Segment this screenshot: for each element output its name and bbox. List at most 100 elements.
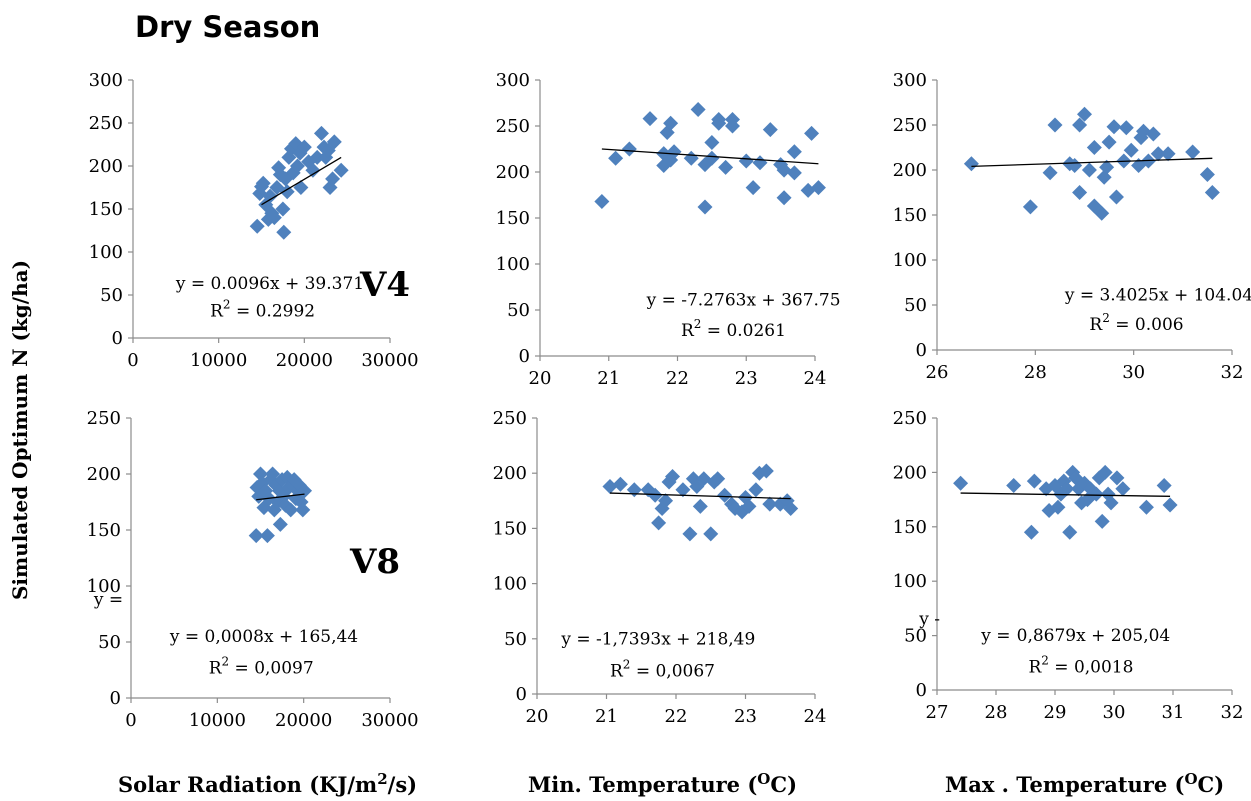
y-tick-label: 100 xyxy=(893,250,927,271)
y-tick-label: 300 xyxy=(893,70,927,91)
trend-annotation: R2 = 0.0261 xyxy=(681,317,786,341)
data-point xyxy=(1088,486,1104,502)
y-tick-label: 200 xyxy=(893,160,927,181)
trend-annotation: y = -7.2763x + 367.75 xyxy=(646,290,841,310)
data-point xyxy=(1081,162,1097,178)
data-point xyxy=(776,190,792,206)
data-point xyxy=(325,171,341,187)
data-point xyxy=(1023,524,1039,540)
x-tick-label: 31 xyxy=(1162,702,1185,723)
y-tick-label: 0 xyxy=(519,346,530,367)
data-point xyxy=(710,471,726,487)
x-axis-label-max-text: Max . Temperature ( xyxy=(945,772,1185,797)
x-tick-label: 24 xyxy=(804,706,827,727)
data-point xyxy=(1072,117,1088,133)
trend-annotation: R2 = 0.006 xyxy=(1089,311,1183,335)
data-point xyxy=(703,526,719,542)
data-point xyxy=(602,478,618,494)
data-point xyxy=(1094,513,1110,529)
x-axis-label-solar: Solar Radiation (KJ/m2/s) xyxy=(118,770,417,797)
data-point xyxy=(289,158,305,174)
y-tick-label: 150 xyxy=(893,205,927,226)
data-point xyxy=(697,199,713,215)
y-tick-label: 250 xyxy=(87,408,121,429)
data-point xyxy=(651,515,667,531)
data-point xyxy=(786,144,802,160)
data-point xyxy=(1022,199,1038,215)
x-axis-label-solar-tail: /s) xyxy=(387,772,418,797)
x-tick-label: 20 xyxy=(526,706,549,727)
y-tick-label: 100 xyxy=(493,574,527,595)
trend-annotation: R2 = 0,0097 xyxy=(209,654,314,678)
trend-annotation: y = 3.4025x + 104.04 xyxy=(1064,286,1251,306)
y-tick-label: 0 xyxy=(916,680,927,701)
data-point xyxy=(333,162,349,178)
x-tick-label: 26 xyxy=(926,362,949,383)
data-point xyxy=(1204,185,1220,200)
data-point xyxy=(690,101,706,117)
x-tick-label: 10000 xyxy=(190,350,247,371)
data-point xyxy=(1160,146,1176,162)
y-tick-label: 200 xyxy=(89,156,123,177)
x-axis-label-max-temp: Max . Temperature (OC) xyxy=(945,770,1224,797)
data-point xyxy=(248,528,264,544)
data-point xyxy=(675,482,691,498)
x-tick-label: 28 xyxy=(985,702,1008,723)
y-tick-label: 100 xyxy=(87,576,121,597)
trend-line xyxy=(261,156,342,206)
y-tick-label: 250 xyxy=(496,116,530,137)
y-tick-label: 250 xyxy=(893,115,927,136)
data-point xyxy=(1123,142,1139,158)
data-point xyxy=(1185,144,1201,160)
y-tick-label: 200 xyxy=(493,463,527,484)
y-tick-label: 150 xyxy=(89,199,123,220)
panel-v4-max: 0 50 100 150 200 250 300 26 28 30 32 y = 3.4025x + … xyxy=(893,70,1251,383)
data-point xyxy=(262,188,278,204)
data-point xyxy=(1050,499,1066,515)
data-point xyxy=(776,162,792,178)
data-point xyxy=(786,165,802,181)
data-point xyxy=(1086,140,1102,155)
data-point xyxy=(692,498,708,514)
data-point xyxy=(658,493,674,509)
data-point xyxy=(1103,495,1119,511)
x-tick-label: 20 xyxy=(529,368,552,389)
data-point xyxy=(1097,464,1113,480)
data-point xyxy=(275,201,291,217)
y-tick-label: 150 xyxy=(893,517,927,538)
y-tick-label: 300 xyxy=(496,70,530,91)
y-tick-label: 0 xyxy=(112,328,123,349)
data-point xyxy=(594,193,610,209)
x-tick-label: 22 xyxy=(666,368,689,389)
y-tick-label: 0 xyxy=(110,688,121,709)
y-tick-label: 150 xyxy=(493,518,527,539)
data-point xyxy=(953,475,969,491)
y-tick-label: 200 xyxy=(87,464,121,485)
data-point xyxy=(717,487,733,503)
x-tick-label: 30 xyxy=(1122,362,1145,383)
x-tick-label: 21 xyxy=(595,706,618,727)
trend-annotation: R2 = 0,0067 xyxy=(610,657,715,681)
x-axis-label-min-sup: O xyxy=(757,770,771,788)
data-point xyxy=(642,111,658,127)
data-point xyxy=(305,162,321,178)
trend-annotation: R2 = 0.2992 xyxy=(210,298,315,322)
x-tick-label: 0 xyxy=(125,710,136,731)
data-point xyxy=(1047,117,1063,133)
data-point xyxy=(326,134,342,150)
x-tick-label: 22 xyxy=(665,706,688,727)
data-point xyxy=(1118,120,1134,136)
x-tick-label: 30000 xyxy=(361,710,418,731)
trend-line xyxy=(601,148,819,165)
y-tick-label: 50 xyxy=(100,285,123,306)
data-point xyxy=(293,180,309,195)
data-point xyxy=(1094,205,1110,221)
data-point xyxy=(259,528,275,544)
data-point xyxy=(295,502,311,518)
data-point xyxy=(741,498,757,514)
data-point xyxy=(1059,481,1075,497)
data-point xyxy=(663,115,679,131)
data-point xyxy=(1150,146,1166,162)
data-point xyxy=(621,141,637,157)
x-tick-label: 29 xyxy=(1044,702,1067,723)
